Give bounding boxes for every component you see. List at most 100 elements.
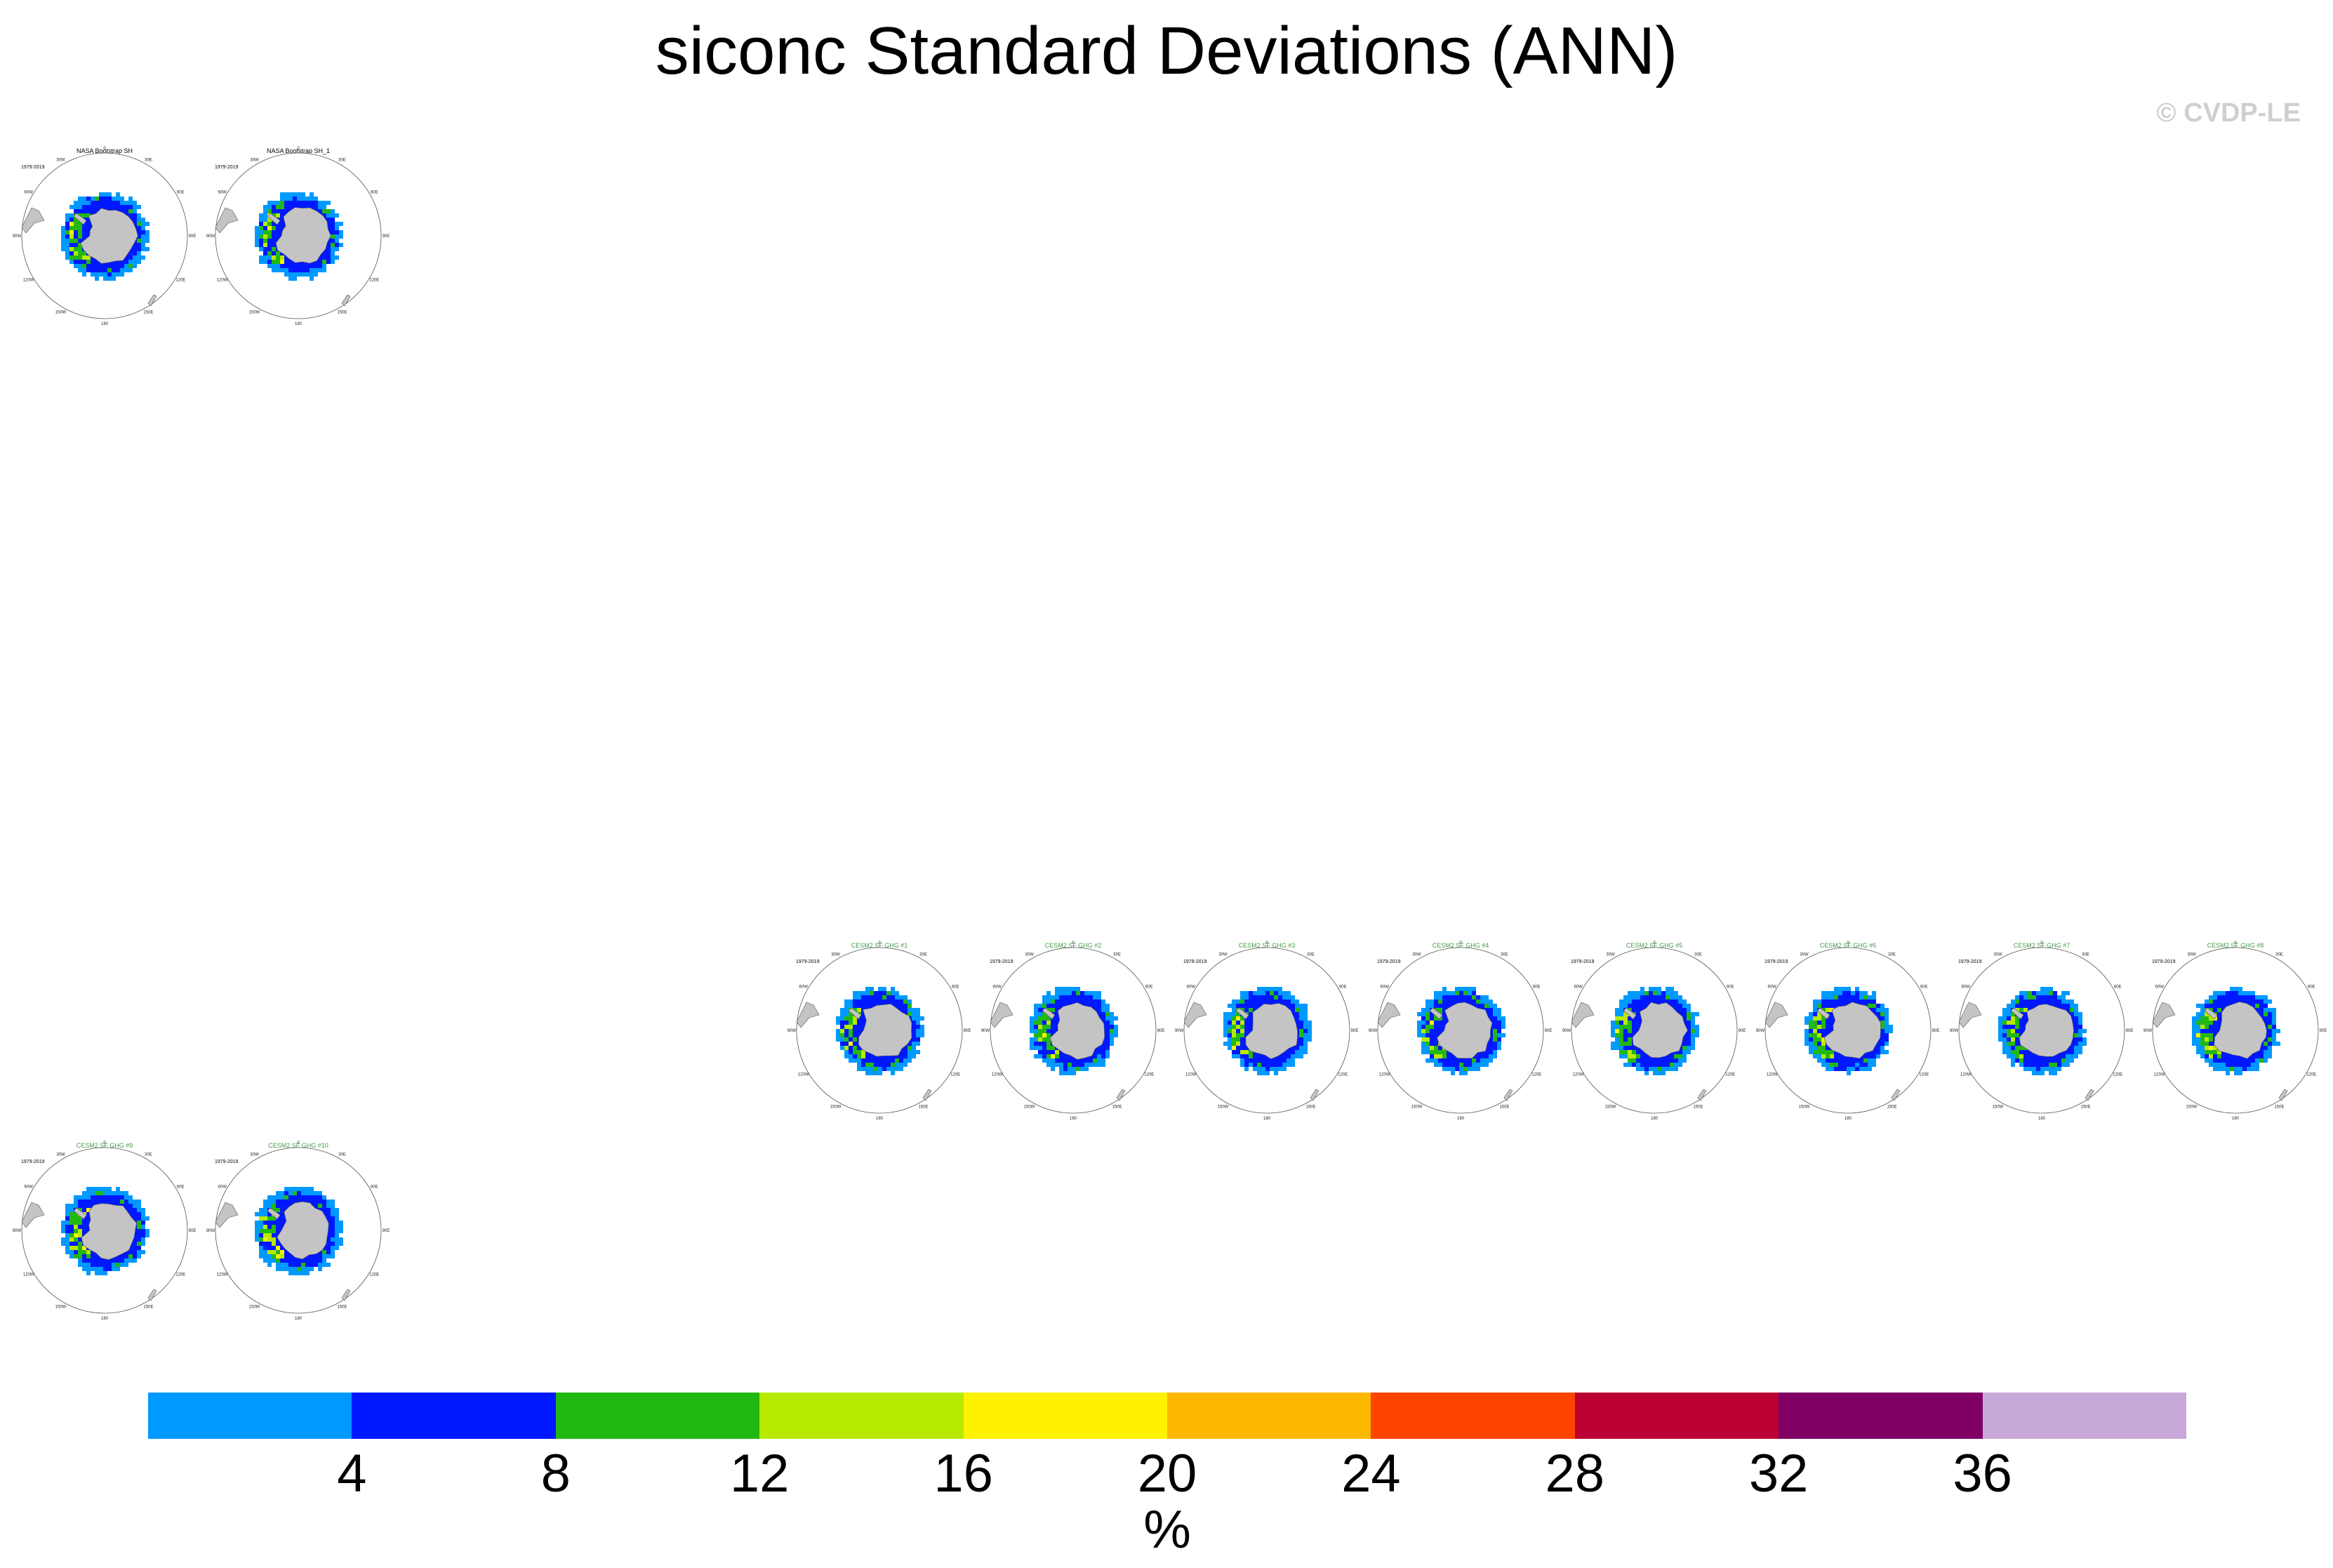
longitude-label: 30E [338, 1153, 346, 1157]
longitude-label: 60E [177, 191, 185, 195]
colorbar-tick-label: 4 [337, 1444, 367, 1503]
antarctic-peninsula [1235, 1007, 1249, 1020]
south-america-tip [215, 207, 239, 234]
longitude-label: 90W [13, 234, 22, 239]
longitude-label: 120E [1725, 1073, 1735, 1077]
colorbar-segment [1982, 1393, 2187, 1439]
longitude-label: 120W [798, 1073, 809, 1077]
south-america-tip [1958, 1002, 1982, 1028]
longitude-label: 150E [2080, 1105, 2090, 1109]
longitude-label: 150W [1411, 1105, 1423, 1109]
longitude-label: 120W [2154, 1073, 2165, 1077]
longitude-label: 150W [249, 1305, 260, 1309]
longitude-label: 150W [55, 310, 67, 314]
longitude-label: 30W [1800, 953, 1809, 957]
credit-watermark: © CVDP-LE [2156, 98, 2301, 128]
longitude-label: 0 [1459, 941, 1462, 945]
longitude-label: 120E [2113, 1073, 2122, 1077]
panel-title: CESM2 SF GHG #9 [77, 1142, 133, 1149]
longitude-label: 90E [189, 1229, 197, 1233]
longitude-label: 60W [2155, 985, 2165, 990]
longitude-label: 150E [337, 1305, 347, 1309]
colorbar-tick-label: 12 [729, 1444, 790, 1503]
longitude-label: 150W [1993, 1105, 2004, 1109]
south-america-tip [1183, 1002, 1207, 1028]
longitude-label: 120E [175, 1273, 185, 1277]
longitude-label: 30W [56, 1153, 65, 1157]
antarctica-land [81, 1203, 137, 1261]
panel-title: NASA Bootstrap SH [77, 147, 133, 154]
panel-title: CESM2 SF GHG #10 [268, 1142, 328, 1149]
panel-years: 1979-2019 [21, 1160, 45, 1164]
longitude-label: 150W [1024, 1105, 1035, 1109]
longitude-label: 90W [1175, 1029, 1184, 1033]
panel-years: 1979-2019 [990, 959, 1013, 964]
longitude-label: 90E [1545, 1029, 1553, 1033]
longitude-label: 120E [1144, 1073, 1154, 1077]
colorbar-tick-label: 16 [933, 1444, 993, 1503]
map-panel: CESM2 SF GHG #3 1979-2019 0 30E 60E 90E 120E 15… [1175, 941, 1359, 1121]
antarctic-peninsula [1816, 1007, 1830, 1020]
longitude-label: 90E [1157, 1029, 1165, 1033]
longitude-label: 30E [2275, 953, 2283, 957]
new-zealand [341, 294, 351, 307]
longitude-label: 150E [1887, 1105, 1896, 1109]
longitude-label: 150W [830, 1105, 842, 1109]
longitude-label: 150W [249, 310, 260, 314]
new-zealand [922, 1089, 932, 1101]
longitude-label: 150E [143, 310, 153, 314]
south-america-tip [1377, 1002, 1401, 1028]
panel-years: 1979-2019 [2152, 959, 2176, 964]
longitude-label: 30W [1218, 953, 1228, 957]
longitude-label: 60E [1533, 985, 1541, 990]
longitude-label: 180 [876, 1117, 884, 1121]
longitude-label: 60W [25, 1185, 34, 1190]
panel-years: 1979-2019 [215, 165, 239, 170]
panel-years: 1979-2019 [1764, 959, 1788, 964]
longitude-label: 30E [1888, 953, 1896, 957]
polar-map: CESM2 SF GHG #5 1979-2019 0 30E 60E 90E 120E 15… [1562, 941, 1746, 1121]
longitude-label: 90W [787, 1029, 797, 1033]
south-america-tip [990, 1002, 1013, 1028]
longitude-label: 30W [1412, 953, 1421, 957]
polar-map: CESM2 SF GHG #6 1979-2019 0 30E 60E 90E 120E 15… [1756, 941, 1940, 1121]
longitude-label: 180 [1263, 1117, 1271, 1121]
longitude-label: 60W [993, 985, 1002, 990]
longitude-label: 120E [175, 279, 185, 283]
antarctic-peninsula [73, 1207, 87, 1220]
polar-map: CESM2 SF GHG #10 1979-2019 0 30E 60E 90E 120E 1… [206, 1141, 390, 1321]
map-panel: NASA Bootstrap SH 1979-2019 0 30E 60E 90E 120E… [13, 146, 197, 326]
longitude-label: 120W [992, 1073, 1003, 1077]
new-zealand [341, 1289, 351, 1301]
longitude-label: 90W [1950, 1029, 1959, 1033]
longitude-label: 150W [1218, 1105, 1229, 1109]
longitude-label: 120W [217, 279, 228, 283]
panel-title: NASA Bootstrap SH_1 [267, 147, 330, 154]
longitude-label: 150W [1605, 1105, 1616, 1109]
polar-map: CESM2 SF GHG #9 1979-2019 0 30E 60E 90E 120E 15… [13, 1141, 197, 1321]
longitude-label: 120E [950, 1073, 960, 1077]
longitude-label: 180 [295, 1317, 303, 1321]
south-america-tip [21, 1202, 45, 1228]
panel-title: CESM2 SF GHG #5 [1626, 942, 1683, 949]
longitude-label: 120W [1379, 1073, 1390, 1077]
longitude-label: 90E [383, 234, 390, 239]
longitude-label: 180 [2038, 1117, 2046, 1121]
longitude-label: 60E [1727, 985, 1734, 990]
longitude-label: 60E [2308, 985, 2315, 990]
longitude-label: 30W [56, 159, 65, 163]
longitude-label: 0 [1847, 941, 1849, 945]
map-panel: CESM2 SF GHG #10 1979-2019 0 30E 60E 90E 120E 1… [206, 1141, 390, 1321]
longitude-label: 90W [206, 1229, 215, 1233]
longitude-label: 120W [1767, 1073, 1778, 1077]
longitude-label: 90E [1739, 1029, 1746, 1033]
map-panel: CESM2 SF GHG #1 1979-2019 0 30E 60E 90E 120E 15… [787, 941, 971, 1121]
longitude-label: 90E [1351, 1029, 1359, 1033]
longitude-label: 180 [101, 322, 109, 326]
map-panel: CESM2 SF GHG #4 1979-2019 0 30E 60E 90E 120E 15… [1369, 941, 1553, 1121]
longitude-label: 90E [1932, 1029, 1940, 1033]
antarctica-land [1437, 1002, 1493, 1059]
longitude-label: 120E [2306, 1073, 2316, 1077]
longitude-label: 0 [1653, 941, 1656, 945]
longitude-label: 30E [1113, 953, 1121, 957]
